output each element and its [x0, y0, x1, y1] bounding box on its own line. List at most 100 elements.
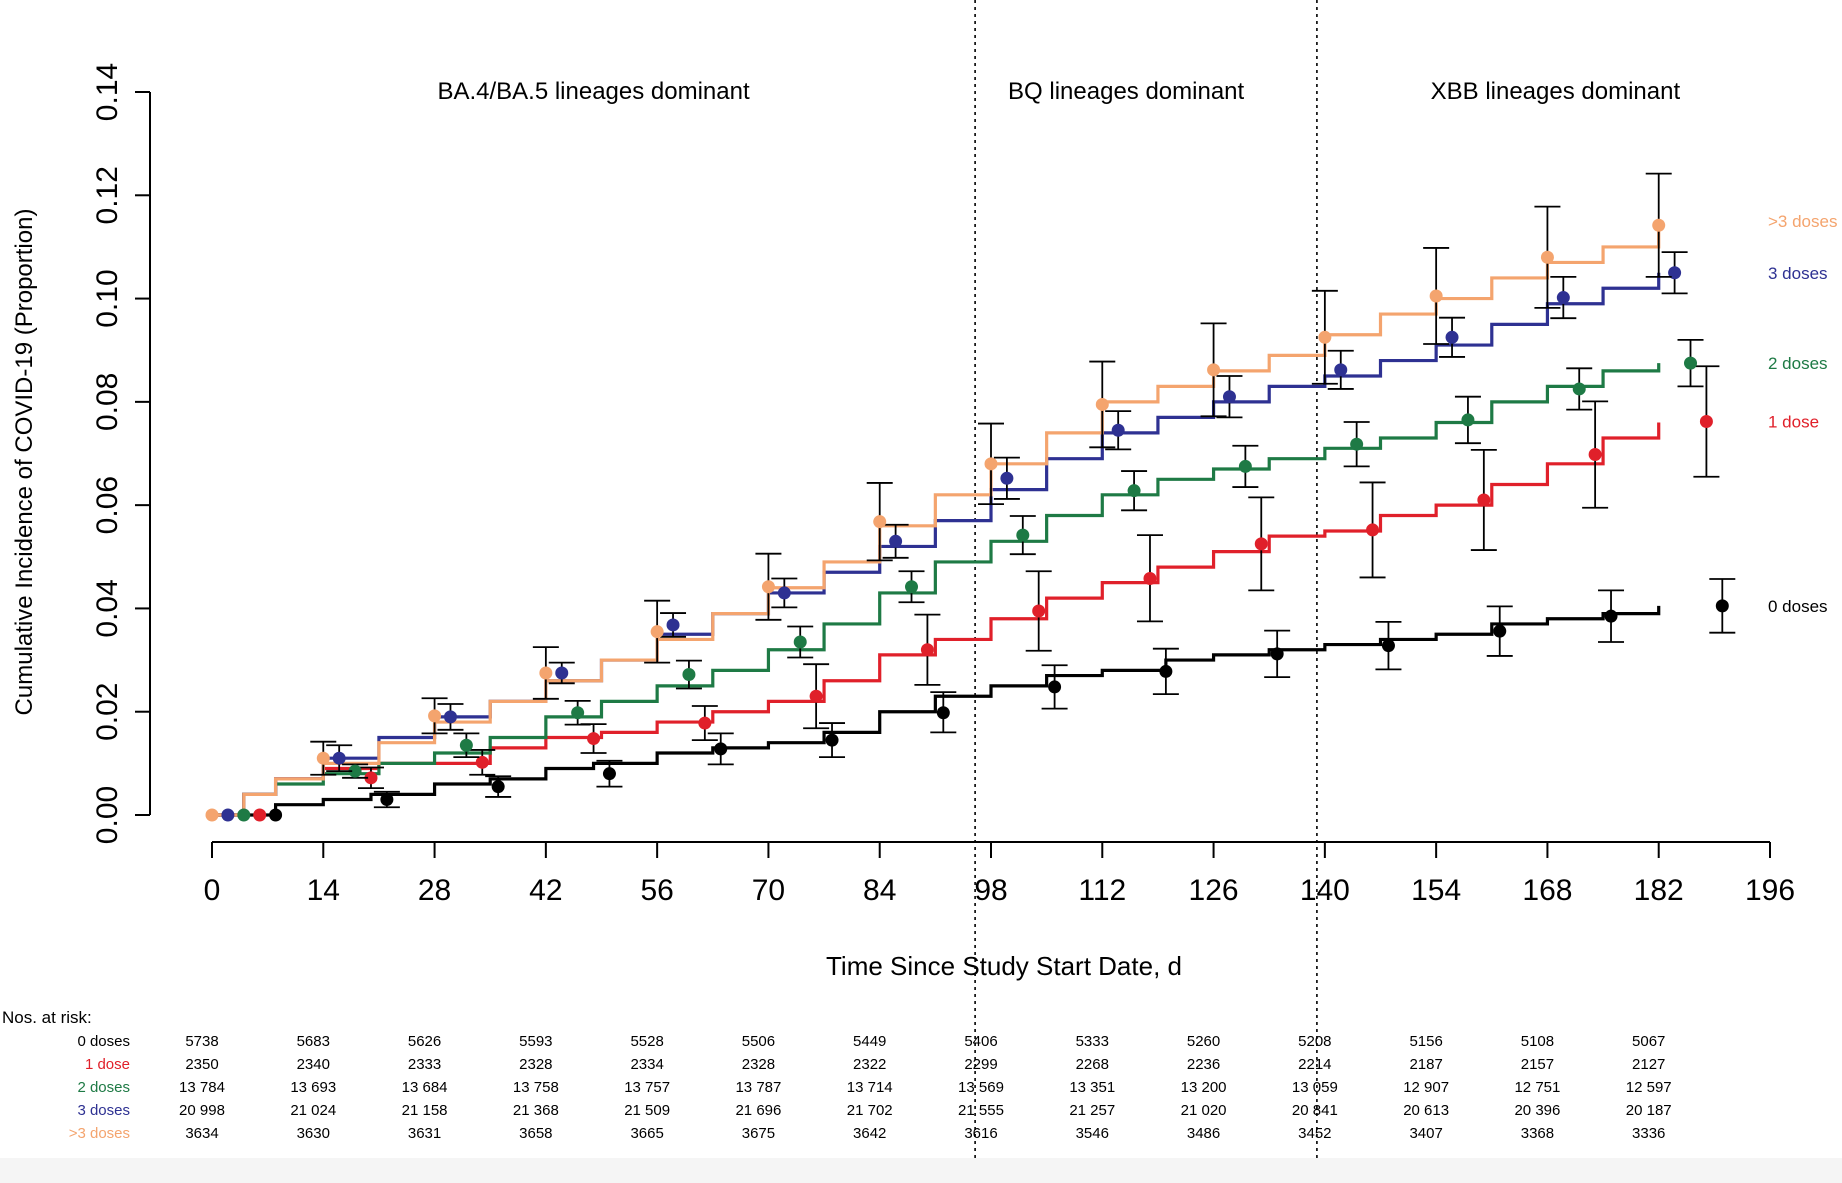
risk-cell: 5593	[519, 1033, 552, 1050]
point--3-doses	[1095, 397, 1109, 411]
y-tick-label: 0.12	[91, 166, 124, 224]
risk-cell: 3675	[742, 1125, 775, 1142]
risk-cell: 3452	[1298, 1125, 1331, 1142]
point-1-dose	[920, 643, 934, 657]
point-1-dose	[1477, 493, 1491, 507]
point--3-doses	[1429, 289, 1443, 303]
point--3-doses	[428, 709, 442, 723]
x-tick-label: 0	[204, 874, 221, 907]
point-2-doses	[1350, 437, 1364, 451]
point-3-doses	[1445, 330, 1459, 344]
series-label: 3 doses	[1768, 264, 1828, 283]
x-tick-label: 70	[752, 874, 785, 907]
series-curve-1-dose	[212, 422, 1661, 817]
point-2-doses	[571, 706, 585, 720]
axes: 0.00 0.02 0.04 0.06 0.08 0.10 0.12 0.14 0 14 28 42 5…	[91, 63, 1795, 907]
x-tick-label: 112	[1078, 874, 1126, 907]
point-2-doses	[793, 635, 807, 649]
point--3-doses	[873, 515, 887, 529]
point-2-doses	[1461, 413, 1475, 427]
risk-cell: 21 509	[624, 1102, 670, 1119]
point--3-doses	[650, 625, 664, 639]
series-curve--3-doses	[212, 226, 1661, 817]
point-2-doses	[237, 808, 251, 822]
risk-cell: 5208	[1298, 1033, 1331, 1050]
point-1-dose	[1032, 604, 1046, 618]
risk-cell: 3486	[1187, 1125, 1220, 1142]
point-1-dose	[1699, 414, 1713, 428]
point-1-dose	[1588, 448, 1602, 462]
risk-cell: 5333	[1076, 1033, 1109, 1050]
point--3-doses	[205, 808, 219, 822]
risk-cell: 13 693	[290, 1079, 336, 1096]
risk-cell: 5528	[630, 1033, 663, 1050]
risk-cell: 2127	[1632, 1056, 1665, 1073]
risk-cell: 20 187	[1626, 1102, 1672, 1119]
risk-cell: 13 351	[1069, 1079, 1115, 1096]
y-axis-label: Cumulative Incidence of COVID-19 (Propor…	[11, 209, 38, 716]
risk-cell: 2299	[964, 1056, 997, 1073]
risk-cell: 2187	[1409, 1056, 1442, 1073]
point--3-doses	[539, 666, 553, 680]
point--3-doses	[1318, 330, 1332, 344]
series-label: 0 doses	[1768, 597, 1828, 616]
point-0-doses	[1159, 664, 1173, 678]
risk-cell: 20 841	[1292, 1102, 1338, 1119]
y-tick-label: 0.08	[91, 373, 124, 431]
risk-cell: 5108	[1521, 1033, 1554, 1050]
risk-cell: 3368	[1521, 1125, 1554, 1142]
point-0-doses	[491, 780, 505, 794]
risk-cell: 13 200	[1181, 1079, 1227, 1096]
estimate-points	[205, 172, 1736, 822]
risk-cell: 5626	[408, 1033, 441, 1050]
risk-cell: 13 758	[513, 1079, 559, 1096]
point-1-dose	[253, 808, 267, 822]
risk-cell: 2328	[742, 1056, 775, 1073]
risk-cell: 3634	[185, 1125, 218, 1142]
risk-cell: 21 257	[1069, 1102, 1115, 1119]
risk-cell: 2350	[185, 1056, 218, 1073]
x-tick-label: 14	[307, 874, 340, 907]
risk-cell: 3616	[964, 1125, 997, 1142]
point-1-dose	[698, 716, 712, 730]
series-curve-2-doses	[212, 363, 1661, 817]
point-0-doses	[1604, 609, 1618, 623]
point--3-doses	[316, 751, 330, 765]
point--3-doses	[984, 457, 998, 471]
risk-cell: 12 751	[1514, 1079, 1560, 1096]
x-tick-label: 56	[640, 874, 673, 907]
risk-cell: 5156	[1409, 1033, 1442, 1050]
risk-cell: 5449	[853, 1033, 886, 1050]
risk-row-label: >3 doses	[69, 1125, 130, 1142]
point--3-doses	[761, 580, 775, 594]
risk-cell: 3630	[297, 1125, 330, 1142]
point-3-doses	[777, 586, 791, 600]
risk-cell: 13 059	[1292, 1079, 1338, 1096]
risk-cell: 2328	[519, 1056, 552, 1073]
point-3-doses	[332, 751, 346, 765]
risk-cell: 3665	[630, 1125, 663, 1142]
series-labels: 0 doses 1 dose 2 doses 3 doses >3 doses	[1768, 212, 1837, 616]
risk-cell: 20 396	[1514, 1102, 1560, 1119]
x-tick-label: 168	[1522, 874, 1572, 907]
point-1-dose	[809, 689, 823, 703]
point--3-doses	[1652, 218, 1666, 232]
period-label: BA.4/BA.5 lineages dominant	[437, 78, 750, 105]
risk-cell: 2268	[1076, 1056, 1109, 1073]
point-3-doses	[1111, 423, 1125, 437]
period-labels: BA.4/BA.5 lineages dominant BQ lineages d…	[437, 78, 1680, 105]
risk-row-label: 0 doses	[77, 1033, 130, 1050]
incidence-curves	[212, 226, 1661, 817]
risk-cell: 13 684	[402, 1079, 448, 1096]
point-3-doses	[1000, 471, 1014, 485]
x-tick-label: 98	[974, 874, 1007, 907]
risk-cell: 3407	[1409, 1125, 1442, 1142]
x-tick-label: 140	[1300, 874, 1350, 907]
risk-cell: 20 613	[1403, 1102, 1449, 1119]
y-tick-label: 0.14	[91, 63, 124, 121]
risk-cell: 21 555	[958, 1102, 1004, 1119]
point-1-dose	[1366, 523, 1380, 537]
point-3-doses	[1556, 291, 1570, 305]
series-curve-0-doses	[212, 605, 1661, 817]
